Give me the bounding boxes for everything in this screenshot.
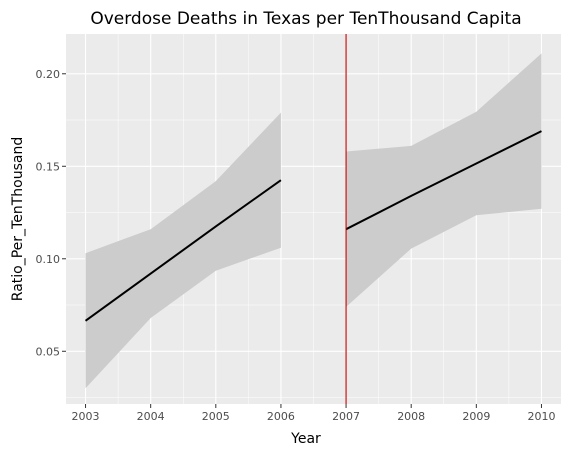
y-axis-label: Ratio_Per_TenThousand: [10, 137, 26, 301]
x-tick-label: 2005: [202, 410, 230, 423]
x-axis-label: Year: [290, 431, 321, 447]
x-tick-label: 2008: [397, 410, 425, 423]
x-tick-label: 2007: [332, 410, 360, 423]
trend-line-2: [345, 130, 542, 231]
x-tick-label: 2010: [527, 410, 555, 423]
trend-lines: [84, 130, 542, 322]
y-tick-label: 0.20: [36, 68, 61, 81]
x-tick-label: 2009: [462, 410, 490, 423]
x-tick-label: 2006: [267, 410, 295, 423]
x-tick-label: 2003: [72, 410, 100, 423]
trend-line-1: [84, 179, 282, 322]
y-tick-label: 0.10: [36, 253, 61, 266]
x-axis-ticks: 2003 2004 2005 2006 2007 2008 2009 2010: [72, 404, 555, 423]
y-tick-label: 0.05: [36, 345, 61, 358]
y-tick-label: 0.15: [36, 160, 61, 173]
x-tick-label: 2004: [137, 410, 165, 423]
chart-title: Overdose Deaths in Texas per TenThousand…: [90, 9, 521, 29]
y-axis-ticks: 0.05 0.10 0.15 0.20: [36, 68, 66, 358]
